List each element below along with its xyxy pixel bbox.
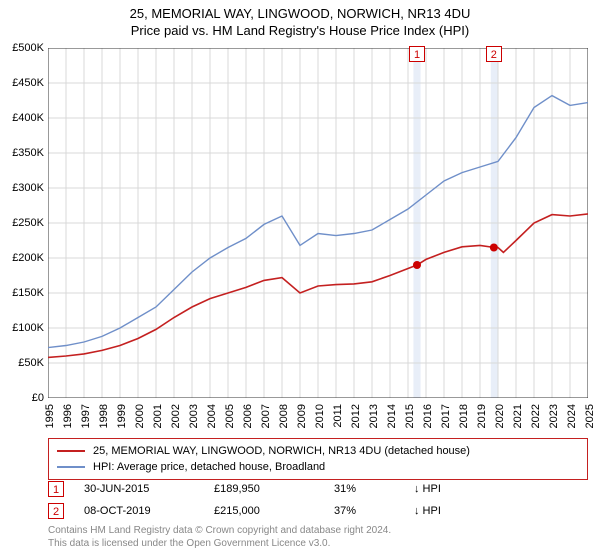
sale-rows: 1 30-JUN-2015 £189,950 31% ↓ HPI 2 08-OCT-2019… [48, 478, 588, 522]
y-axis-label: £100K [0, 322, 44, 334]
x-axis-label: 2004 [206, 404, 218, 428]
x-axis-label: 2011 [332, 404, 344, 428]
legend-box: 25, MEMORIAL WAY, LINGWOOD, NORWICH, NR1… [48, 438, 588, 480]
x-axis-label: 1999 [116, 404, 128, 428]
x-axis-label: 2000 [134, 404, 146, 428]
y-axis-label: £500K [0, 42, 44, 54]
sale-date: 30-JUN-2015 [84, 483, 194, 495]
title-subtitle: Price paid vs. HM Land Registry's House … [0, 23, 600, 38]
sale-price: £189,950 [214, 483, 314, 495]
chart-svg [48, 48, 588, 398]
footer-text: Contains HM Land Registry data © Crown c… [48, 524, 391, 550]
x-axis-label: 2002 [170, 404, 182, 428]
x-axis-label: 2009 [296, 404, 308, 428]
x-axis-label: 2007 [260, 404, 272, 428]
title-address: 25, MEMORIAL WAY, LINGWOOD, NORWICH, NR1… [0, 6, 600, 21]
legend-label: HPI: Average price, detached house, Broa… [93, 461, 325, 473]
y-axis-label: £250K [0, 217, 44, 229]
sale-row: 2 08-OCT-2019 £215,000 37% ↓ HPI [48, 500, 588, 522]
chart-marker-1: 1 [409, 46, 425, 62]
y-axis-label: £350K [0, 147, 44, 159]
footer-line1: Contains HM Land Registry data © Crown c… [48, 524, 391, 537]
x-axis-label: 2024 [566, 404, 578, 428]
y-axis-label: £400K [0, 112, 44, 124]
y-axis-label: £450K [0, 77, 44, 89]
sale-pct: 31% [334, 483, 394, 495]
x-axis-label: 2016 [422, 404, 434, 428]
x-axis-label: 1996 [62, 404, 74, 428]
down-arrow-icon: ↓ HPI [414, 505, 441, 517]
x-axis-label: 2008 [278, 404, 290, 428]
chart-area: £0£50K£100K£150K£200K£250K£300K£350K£400… [48, 48, 588, 398]
x-axis-label: 2019 [476, 404, 488, 428]
x-axis-label: 2015 [404, 404, 416, 428]
x-axis-label: 1998 [98, 404, 110, 428]
x-axis-label: 2006 [242, 404, 254, 428]
sale-pct: 37% [334, 505, 394, 517]
legend-label: 25, MEMORIAL WAY, LINGWOOD, NORWICH, NR1… [93, 445, 470, 457]
sale-row: 1 30-JUN-2015 £189,950 31% ↓ HPI [48, 478, 588, 500]
sale-price: £215,000 [214, 505, 314, 517]
x-axis-label: 2010 [314, 404, 326, 428]
x-axis-label: 2025 [584, 404, 596, 428]
chart-marker-2: 2 [486, 46, 502, 62]
chart-container: 25, MEMORIAL WAY, LINGWOOD, NORWICH, NR1… [0, 0, 600, 560]
legend-swatch [57, 466, 85, 468]
x-axis-label: 2003 [188, 404, 200, 428]
x-axis-label: 2022 [530, 404, 542, 428]
footer-line2: This data is licensed under the Open Gov… [48, 537, 391, 550]
x-axis-label: 2005 [224, 404, 236, 428]
x-axis-label: 2021 [512, 404, 524, 428]
y-axis-label: £50K [0, 357, 44, 369]
x-axis-label: 1997 [80, 404, 92, 428]
sale-marker: 1 [48, 481, 64, 497]
y-axis-label: £300K [0, 182, 44, 194]
legend-row: HPI: Average price, detached house, Broa… [57, 459, 579, 475]
x-axis-label: 2023 [548, 404, 560, 428]
x-axis-label: 2018 [458, 404, 470, 428]
x-axis-label: 1995 [44, 404, 56, 428]
y-axis-label: £200K [0, 252, 44, 264]
x-axis-label: 2013 [368, 404, 380, 428]
x-axis-label: 2017 [440, 404, 452, 428]
x-axis-label: 2020 [494, 404, 506, 428]
title-block: 25, MEMORIAL WAY, LINGWOOD, NORWICH, NR1… [0, 0, 600, 38]
legend-row: 25, MEMORIAL WAY, LINGWOOD, NORWICH, NR1… [57, 443, 579, 459]
sale-date: 08-OCT-2019 [84, 505, 194, 517]
sale-marker: 2 [48, 503, 64, 519]
x-axis-label: 2012 [350, 404, 362, 428]
down-arrow-icon: ↓ HPI [414, 483, 441, 495]
x-axis-label: 2001 [152, 404, 164, 428]
y-axis-label: £150K [0, 287, 44, 299]
x-axis-label: 2014 [386, 404, 398, 428]
y-axis-label: £0 [0, 392, 44, 404]
legend-swatch [57, 450, 85, 452]
